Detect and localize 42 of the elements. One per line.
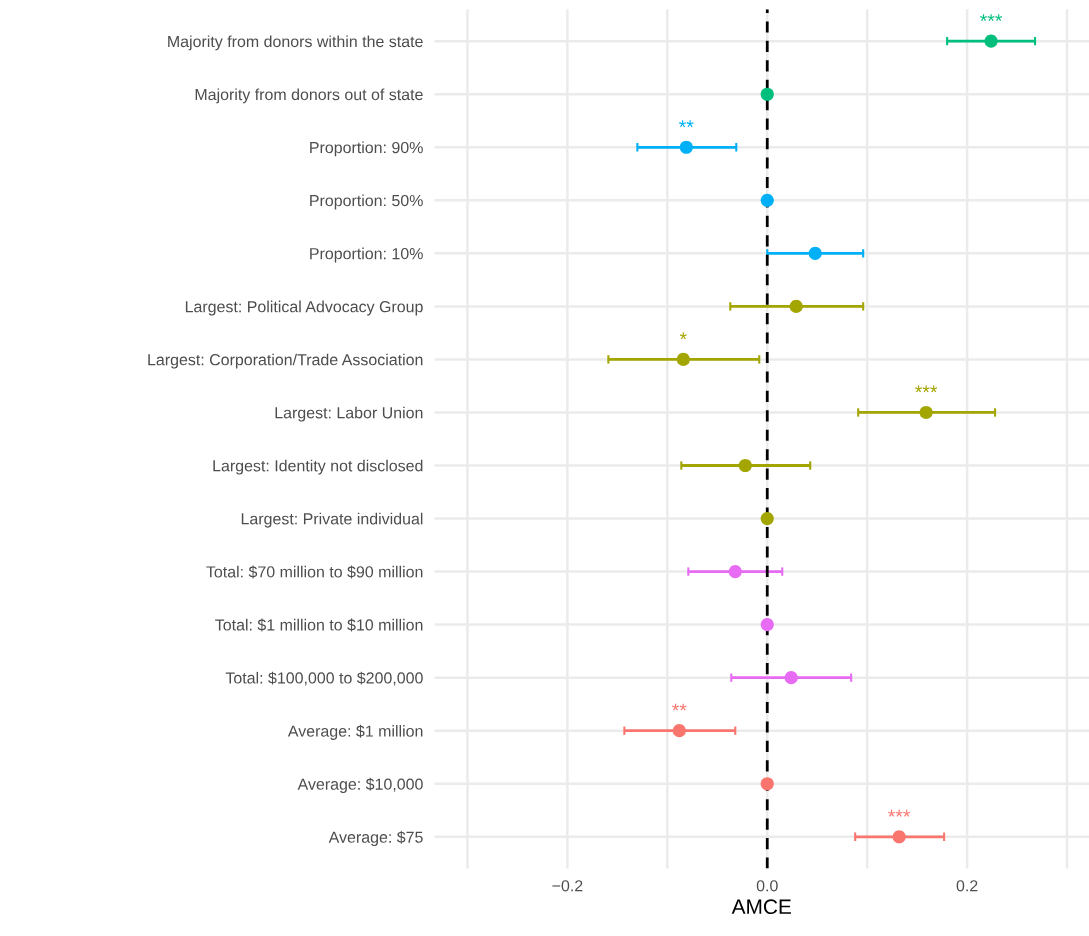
x-axis-title: AMCE [731, 899, 791, 915]
y-tick-label: Largest: Corporation/Trade Association [148, 353, 423, 369]
y-tick-label: Average: $75 [328, 830, 423, 847]
y-tick-label: Majority from donors within the state [168, 35, 423, 51]
y-tick-label: Total: $100,000 to $200,000 [225, 671, 423, 686]
y-tick-label: Proportion: 90% [310, 141, 423, 157]
data-label: *** [980, 14, 1003, 22]
point [676, 352, 690, 367]
y-tick-label: Proportion: 50% [310, 194, 423, 210]
point [892, 830, 906, 844]
y-tick-label: Largest: Labor Union [275, 406, 423, 422]
y-tick-label: Majority from donors out of state [195, 88, 423, 104]
point [760, 777, 774, 791]
data-label: ** [672, 703, 687, 711]
point [984, 34, 998, 48]
data-label: ** [679, 120, 694, 128]
y-tick-label: Largest: Identity not disclosed [213, 459, 423, 475]
point [784, 671, 798, 685]
y-tick-label: Average: $10,000 [297, 777, 423, 793]
point [760, 193, 774, 207]
x-tick-label: 0.0 [756, 880, 778, 892]
y-tick-label: Total: $70 million to $90 million [206, 565, 423, 579]
point [760, 87, 774, 101]
data-label: *** [915, 385, 938, 393]
point [672, 724, 686, 738]
x-tick-label: −0.2 [552, 880, 583, 892]
y-tick-label: Average: $1 million [287, 724, 423, 740]
point [808, 246, 822, 260]
data-label: *** [888, 809, 911, 817]
y-tick-label: Total: $1 million to $10 million [215, 618, 423, 632]
point [728, 565, 742, 579]
point [919, 405, 933, 420]
y-tick-label: Largest: Political Advocacy Group [185, 300, 423, 316]
point [760, 511, 774, 526]
point [738, 458, 752, 473]
data-label: * [679, 332, 687, 340]
point [679, 140, 693, 154]
point [760, 618, 774, 632]
y-tick-label: Proportion: 10% [310, 247, 423, 263]
point [789, 299, 803, 313]
x-tick-label: 0.2 [956, 880, 978, 892]
y-tick-label: Largest: Private individual [241, 512, 423, 528]
